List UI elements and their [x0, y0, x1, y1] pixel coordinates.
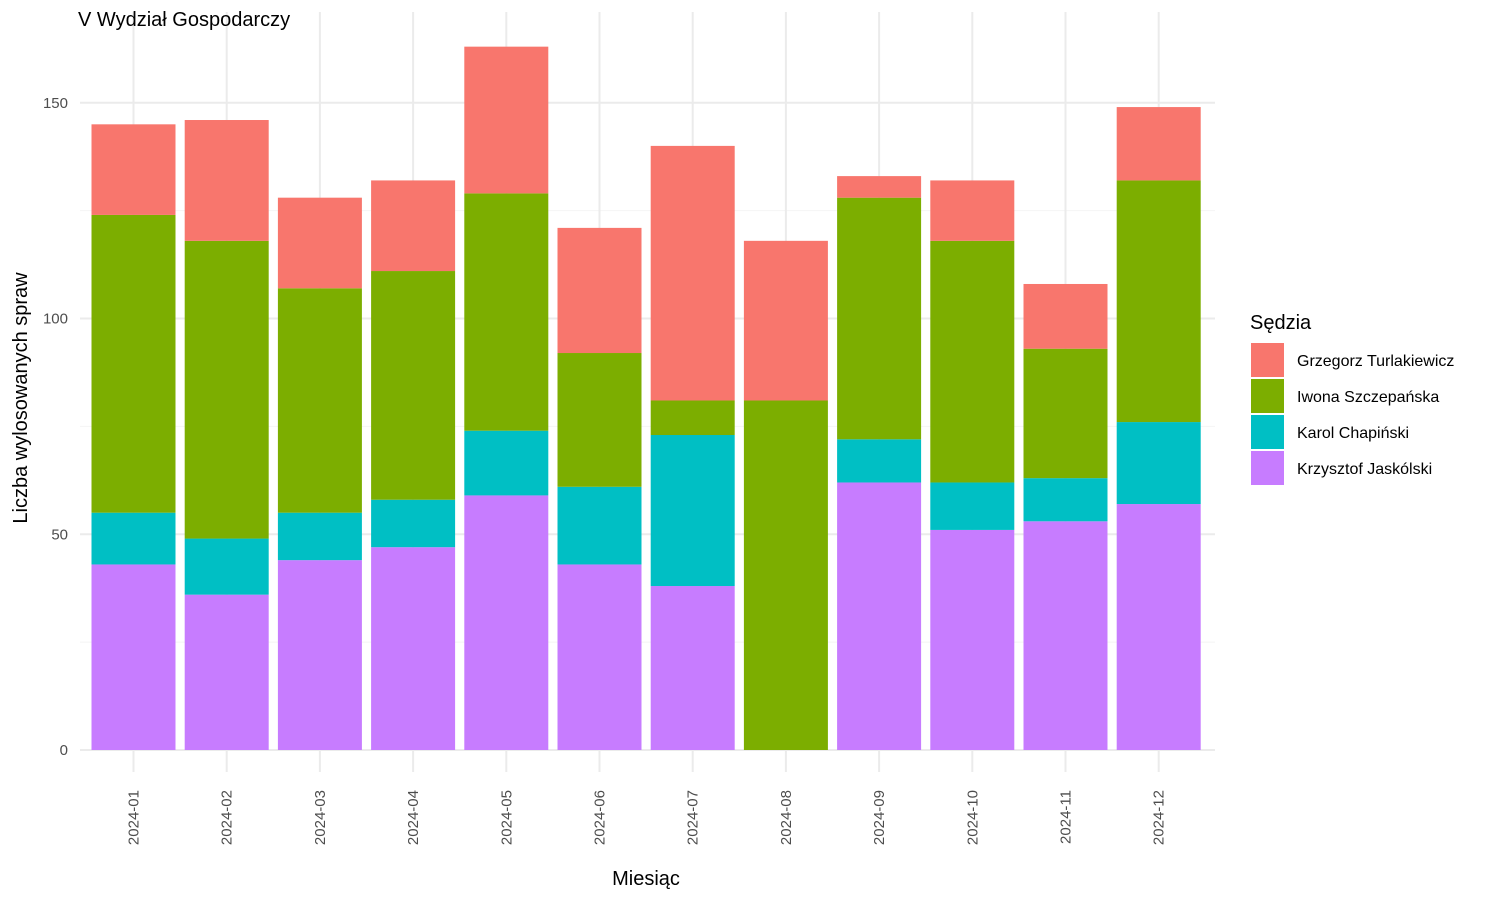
- x-axis-ticks: 2024-01 2024-02 2024-03 2024-04 2024-05 2024-…: [126, 790, 1168, 845]
- bar-segment: [650, 400, 735, 436]
- bar-segment: [371, 271, 456, 500]
- x-tick-label: 2024-05: [498, 790, 515, 845]
- x-tick-label: 2024-08: [778, 790, 795, 845]
- chart-title: V Wydział Gospodarczy: [78, 9, 290, 31]
- x-tick-label: 2024-10: [964, 790, 981, 845]
- bar-segment: [184, 240, 269, 539]
- y-tick-label: 150: [43, 95, 68, 112]
- legend-label: Krzysztof Jaskólski: [1297, 461, 1432, 478]
- bar-segment: [837, 197, 922, 440]
- bar-segment: [557, 486, 642, 565]
- bar-segment: [277, 560, 362, 750]
- bar-segment: [277, 512, 362, 561]
- bar-segment: [184, 120, 269, 241]
- bar-segment: [371, 547, 456, 750]
- x-tick-label: 2024-02: [219, 790, 236, 845]
- bar-segment: [91, 564, 176, 750]
- bar-segment: [1116, 504, 1201, 750]
- bar-segment: [184, 594, 269, 750]
- legend-key: [1251, 451, 1284, 485]
- bar-segment: [1023, 521, 1108, 750]
- bar-segment: [743, 240, 828, 401]
- legend-key: [1251, 379, 1284, 413]
- bar-segment: [184, 538, 269, 595]
- x-tick-label: 2024-11: [1058, 790, 1075, 844]
- x-tick-label: 2024-04: [405, 790, 422, 845]
- bar-segment: [557, 353, 642, 487]
- bar-segment: [930, 482, 1015, 530]
- x-tick-label: 2024-12: [1151, 790, 1168, 845]
- bar-segment: [1023, 348, 1108, 479]
- x-tick-label: 2024-03: [312, 790, 329, 845]
- y-tick-label: 100: [43, 311, 68, 328]
- x-tick-label: 2024-07: [685, 790, 702, 845]
- bar-segment: [837, 482, 922, 750]
- bar-segment: [650, 145, 735, 401]
- bar-segment: [91, 124, 176, 215]
- bar-segment: [464, 193, 549, 431]
- bars: [91, 46, 1201, 750]
- bar-segment: [1116, 107, 1201, 181]
- bar-segment: [743, 400, 828, 750]
- bar-segment: [371, 499, 456, 548]
- bar-segment: [464, 430, 549, 496]
- legend-key: [1251, 343, 1284, 377]
- legend-label: Iwona Szczepańska: [1297, 389, 1439, 406]
- x-tick-label: 2024-01: [126, 790, 143, 845]
- y-tick-label: 0: [60, 742, 68, 759]
- bar-segment: [650, 435, 735, 587]
- bar-segment: [930, 180, 1015, 241]
- bar-segment: [557, 564, 642, 750]
- bar-segment: [277, 288, 362, 513]
- legend-title: Sędzia: [1250, 312, 1312, 334]
- x-tick-label: 2024-09: [871, 790, 888, 845]
- legend: Sędzia Grzegorz Turlakiewicz Iwona Szczep…: [1250, 312, 1454, 485]
- bar-segment: [1116, 422, 1201, 505]
- x-axis-title: Miesiąc: [612, 868, 680, 890]
- y-tick-label: 50: [51, 526, 68, 543]
- y-axis-title: Liczba wylosowanych spraw: [10, 272, 32, 524]
- bar-segment: [91, 512, 176, 565]
- y-axis-ticks: 0 50 100 150: [43, 95, 68, 759]
- bar-segment: [1023, 283, 1108, 349]
- bar-segment: [930, 529, 1015, 750]
- bar-segment: [91, 214, 176, 513]
- bar-segment: [930, 240, 1015, 483]
- bar-segment: [1116, 180, 1201, 423]
- bar-segment: [650, 586, 735, 750]
- bar-segment: [837, 439, 922, 483]
- bar-segment: [1023, 478, 1108, 522]
- bar-segment: [371, 180, 456, 272]
- legend-key: [1251, 415, 1284, 449]
- x-tick-label: 2024-06: [592, 790, 609, 845]
- bar-segment: [837, 176, 922, 198]
- bar-segment: [464, 495, 549, 750]
- legend-label: Karol Chapiński: [1297, 425, 1409, 442]
- bar-segment: [277, 197, 362, 289]
- bar-segment: [557, 227, 642, 354]
- bar-segment: [464, 46, 549, 194]
- legend-label: Grzegorz Turlakiewicz: [1297, 353, 1454, 370]
